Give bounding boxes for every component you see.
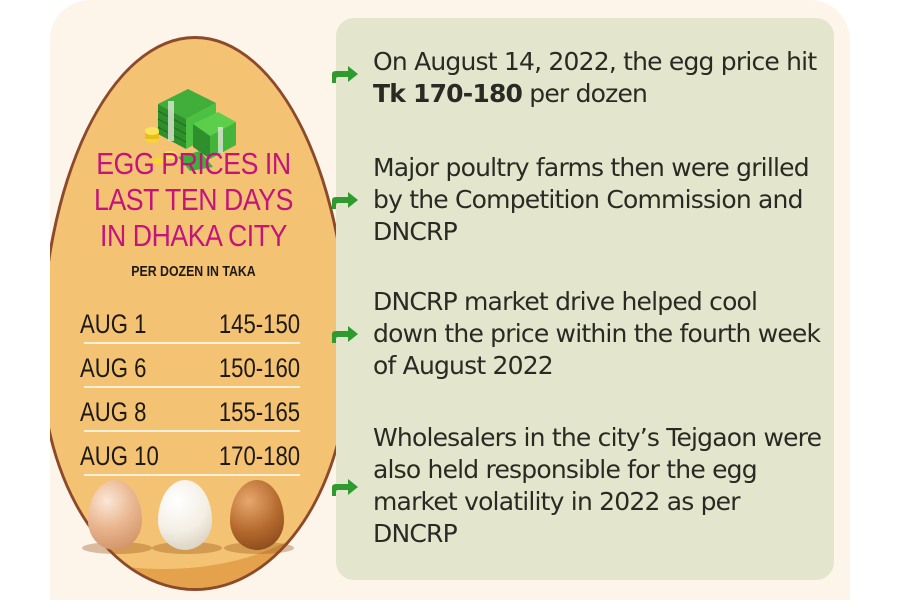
fact-1: On August 14, 2022, the egg price hit Tk…	[373, 46, 823, 110]
facts-box: On August 14, 2022, the egg price hit Tk…	[332, 18, 834, 580]
egg-graphic-area: EGG PRICES IN LAST TEN DAYS IN DHAKA CIT…	[50, 0, 337, 600]
white-egg-icon	[158, 480, 212, 550]
table-row: AUG 8 155-165	[80, 390, 300, 434]
brown-egg-icon	[230, 480, 284, 550]
row-price: 155-165	[218, 396, 300, 427]
row-price: 170-180	[218, 440, 300, 471]
money-stack-icon	[145, 89, 236, 171]
row-price: 150-160	[218, 352, 300, 383]
fact-1-post: per dozen	[522, 79, 648, 108]
title-line-3: IN DHAKA CITY	[100, 218, 287, 253]
green-arrow-icon	[332, 326, 358, 343]
chart-title: EGG PRICES IN LAST TEN DAYS IN DHAKA CIT…	[70, 146, 317, 254]
table-row: AUG 1 145-150	[80, 302, 300, 346]
eggs-illustration	[82, 480, 328, 560]
light-brown-egg-icon	[88, 480, 142, 550]
infographic-panel: EGG PRICES IN LAST TEN DAYS IN DHAKA CIT…	[50, 0, 850, 600]
fact-2: Major poultry farms then were grilled by…	[373, 153, 810, 246]
fact-1-pre: On August 14, 2022, the egg price hit	[373, 47, 817, 76]
green-arrow-icon	[332, 192, 358, 209]
green-arrow-icon	[332, 479, 358, 496]
green-arrow-icon	[332, 66, 358, 83]
fact-4: Wholesalers in the city’s Tejgaon were a…	[373, 423, 822, 548]
table-row: AUG 10 170-180	[80, 434, 300, 478]
title-line-1: EGG PRICES IN	[96, 146, 291, 181]
row-date: AUG 8	[80, 396, 147, 427]
fact-1-price: Tk 170-180	[373, 79, 523, 108]
row-date: AUG 6	[80, 352, 147, 383]
fact-3: DNCRP market drive helped cool down the …	[373, 287, 821, 380]
row-price: 145-150	[218, 308, 300, 339]
subtitle: PER DOZEN IN TAKA	[131, 264, 256, 280]
title-line-2: LAST TEN DAYS	[94, 182, 293, 217]
table-row: AUG 6 150-160	[80, 346, 300, 390]
price-table: AUG 1 145-150 AUG 6 150-160 AUG 8 155-16…	[80, 302, 300, 478]
row-date: AUG 10	[80, 440, 159, 471]
row-date: AUG 1	[80, 308, 147, 339]
